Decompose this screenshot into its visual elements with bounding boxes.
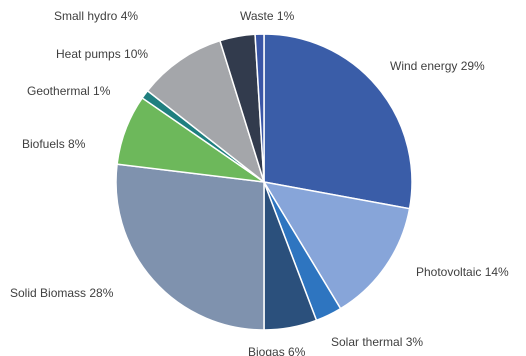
- pie-label-small-hydro: Small hydro 4%: [54, 9, 138, 23]
- pie-label-solid-biomass: Solid Biomass 28%: [10, 286, 114, 300]
- pie-label-heat-pumps: Heat pumps 10%: [56, 47, 148, 61]
- pie-slices: [115, 33, 413, 331]
- pie-label-waste: Waste 1%: [240, 9, 295, 23]
- pie-label-photovoltaic: Photovoltaic 14%: [416, 265, 509, 279]
- pie-label-solar-thermal: Solar thermal 3%: [331, 335, 423, 349]
- pie-label-wind-energy: Wind energy 29%: [390, 59, 485, 73]
- pie-label-geothermal: Geothermal 1%: [27, 84, 111, 98]
- pie-slice-wind-energy: [263, 33, 413, 210]
- pie-slice-photovoltaic: [262, 180, 411, 310]
- pie-slice-waste: [254, 33, 265, 183]
- pie-label-biogas: Biogas 6%: [248, 345, 306, 356]
- pie-labels: Wind energy 29% Photovoltaic 14% Solar the…: [10, 9, 509, 356]
- pie-label-biofuels: Biofuels 8%: [22, 137, 86, 151]
- pie-slice-solid-biomass: [115, 163, 265, 331]
- pie-slice-heat-pumps: [146, 39, 266, 185]
